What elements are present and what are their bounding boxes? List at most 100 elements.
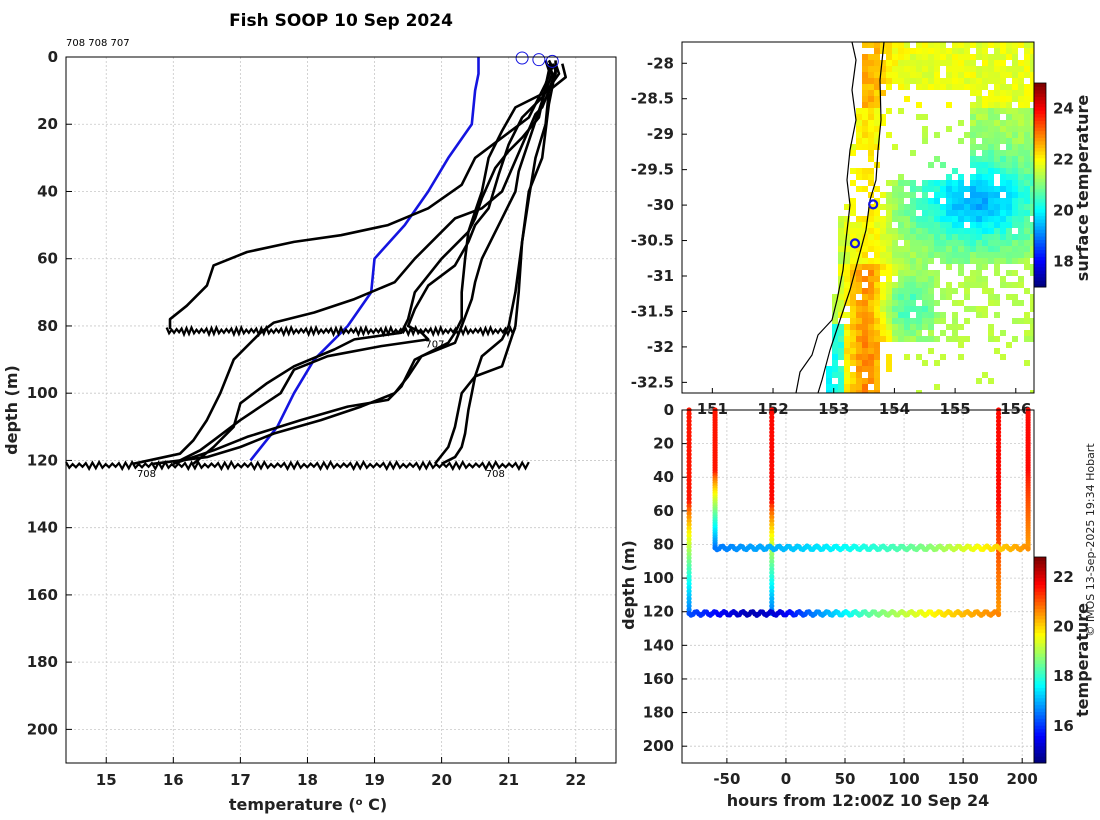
sst-cell	[874, 228, 880, 234]
sst-cell	[898, 42, 904, 48]
sst-cell	[910, 204, 916, 210]
sst-cell	[952, 318, 958, 324]
sst-cell	[934, 216, 940, 222]
sst-cell	[880, 300, 886, 306]
sst-cell	[1024, 264, 1030, 270]
left-y-tick-label: 140	[27, 519, 58, 537]
sst-cell	[886, 336, 892, 342]
sst-cell	[988, 288, 994, 294]
sst-cell	[874, 96, 880, 102]
sst-cell	[1012, 138, 1018, 144]
dt-point	[686, 573, 692, 580]
sst-cell	[898, 306, 904, 312]
map-colorbar-tick-label: 18	[1053, 253, 1074, 271]
sst-cell	[976, 198, 982, 204]
colorbar-segment	[1034, 198, 1046, 203]
sst-cell	[916, 252, 922, 258]
sst-cell	[880, 264, 886, 270]
sst-cell	[1006, 108, 1012, 114]
sst-cell	[976, 192, 982, 198]
dt-point	[995, 481, 1002, 487]
sst-cell	[1024, 318, 1030, 324]
sst-cell	[952, 84, 958, 90]
sst-cell	[874, 90, 880, 96]
dt-point	[686, 525, 692, 531]
sst-cell	[856, 312, 862, 318]
dt-point	[995, 525, 1002, 531]
sst-cell	[910, 186, 916, 192]
sst-cell	[844, 270, 850, 276]
dt-point	[686, 488, 692, 494]
sst-cell	[946, 78, 952, 84]
sst-cell	[922, 54, 928, 60]
sst-cell	[910, 78, 916, 84]
sst-cell	[862, 66, 868, 72]
dt-point	[995, 422, 1002, 428]
sst-cell	[868, 342, 874, 348]
series-line-profile-6	[172, 59, 551, 466]
sst-cell	[946, 174, 952, 180]
sst-cell	[976, 102, 982, 108]
dt-point	[995, 448, 1002, 454]
sst-cell	[946, 336, 952, 342]
dt-point	[769, 581, 775, 587]
colorbar-segment	[1034, 687, 1046, 692]
sst-cell	[856, 174, 862, 180]
sst-cell	[988, 114, 994, 120]
sst-cell	[988, 72, 994, 78]
dt-x-tick-label: 100	[888, 770, 919, 788]
sst-cell	[922, 270, 928, 276]
sst-cell	[916, 114, 922, 120]
colorbar-segment	[1034, 584, 1046, 589]
sst-cell	[862, 276, 868, 282]
colorbar-segment	[1034, 666, 1046, 671]
sst-cell	[916, 288, 922, 294]
sst-cell	[958, 258, 964, 264]
dt-point	[769, 525, 775, 531]
sst-cell	[934, 180, 940, 186]
sst-cell	[838, 252, 844, 258]
sst-cell	[988, 192, 994, 198]
sst-cell	[940, 162, 946, 168]
dt-point	[769, 422, 775, 428]
sst-cell	[916, 102, 922, 108]
sst-cell	[1018, 258, 1024, 264]
sst-cell	[1000, 168, 1006, 174]
sst-cell	[982, 60, 988, 66]
colorbar-segment	[1034, 570, 1046, 575]
sst-cell	[964, 66, 970, 72]
sst-cell	[934, 246, 940, 252]
sst-cell	[910, 294, 916, 300]
dt-point	[995, 533, 1002, 539]
sst-cell	[826, 384, 832, 390]
sst-cell	[1012, 150, 1018, 156]
dt-point	[769, 466, 775, 472]
colorbar-segment	[1034, 89, 1046, 94]
sst-cell	[1006, 216, 1012, 222]
sst-cell	[1018, 78, 1024, 84]
sst-cell	[844, 330, 850, 336]
dt-point	[995, 570, 1002, 576]
sst-cell	[958, 240, 964, 246]
sst-cell	[874, 282, 880, 288]
sst-cell	[934, 318, 940, 324]
sst-cell	[1006, 102, 1012, 108]
sst-cell	[964, 72, 970, 78]
sst-cell	[922, 234, 928, 240]
sst-cell	[844, 222, 850, 228]
sst-cell	[904, 324, 910, 330]
dt-scatter-points	[686, 407, 1031, 618]
sst-cell	[898, 84, 904, 90]
colorbar-segment	[1034, 653, 1046, 658]
sst-cell	[868, 150, 874, 156]
dt-x-axis-label: hours from 12:00Z 10 Sep 24	[727, 791, 989, 810]
sst-cell	[886, 78, 892, 84]
sst-cell	[988, 234, 994, 240]
map-y-tick-label: -29	[647, 125, 674, 143]
sst-cell	[880, 234, 886, 240]
sst-cell	[988, 126, 994, 132]
sst-cell	[886, 198, 892, 204]
sst-cell	[1006, 246, 1012, 252]
sst-cell	[916, 60, 922, 66]
dt-point	[769, 566, 775, 572]
